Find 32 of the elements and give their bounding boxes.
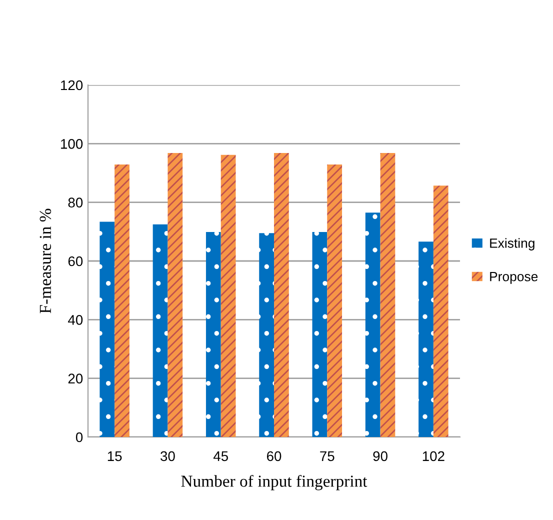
bar — [114, 164, 130, 437]
bar — [206, 232, 221, 437]
y-tick-label: 80 — [68, 198, 83, 208]
x-tick-label: 60 — [266, 451, 282, 462]
x-tick-label: 102 — [422, 451, 444, 462]
y-tick-label: 0 — [76, 432, 83, 442]
legend-label: Propose — [490, 272, 538, 284]
bar — [327, 164, 342, 437]
y-tick-label: 60 — [68, 256, 83, 266]
legend-label: Existing — [490, 238, 534, 250]
bar — [312, 232, 328, 437]
x-tick-label: 45 — [213, 451, 228, 462]
bar — [274, 153, 289, 437]
bar — [259, 233, 274, 437]
x-tick-label: 15 — [108, 451, 122, 462]
x-tick-label: 90 — [373, 451, 388, 462]
x-axis-title: Number of input fingerprint — [181, 474, 368, 490]
y-tick-label: 120 — [61, 80, 83, 90]
x-tick-label: 30 — [160, 451, 175, 462]
y-tick-label: 20 — [68, 374, 83, 384]
bar — [380, 153, 396, 437]
bar — [365, 212, 380, 437]
y-axis-title: F-measure in % — [40, 208, 52, 314]
bar — [168, 153, 183, 437]
bar — [433, 186, 448, 437]
bar — [220, 154, 236, 437]
y-tick-label: 40 — [68, 315, 83, 325]
bar — [100, 222, 115, 437]
x-tick-label: 75 — [320, 451, 334, 462]
bar — [418, 242, 434, 437]
bar — [152, 224, 168, 437]
y-tick-label: 100 — [61, 139, 83, 149]
